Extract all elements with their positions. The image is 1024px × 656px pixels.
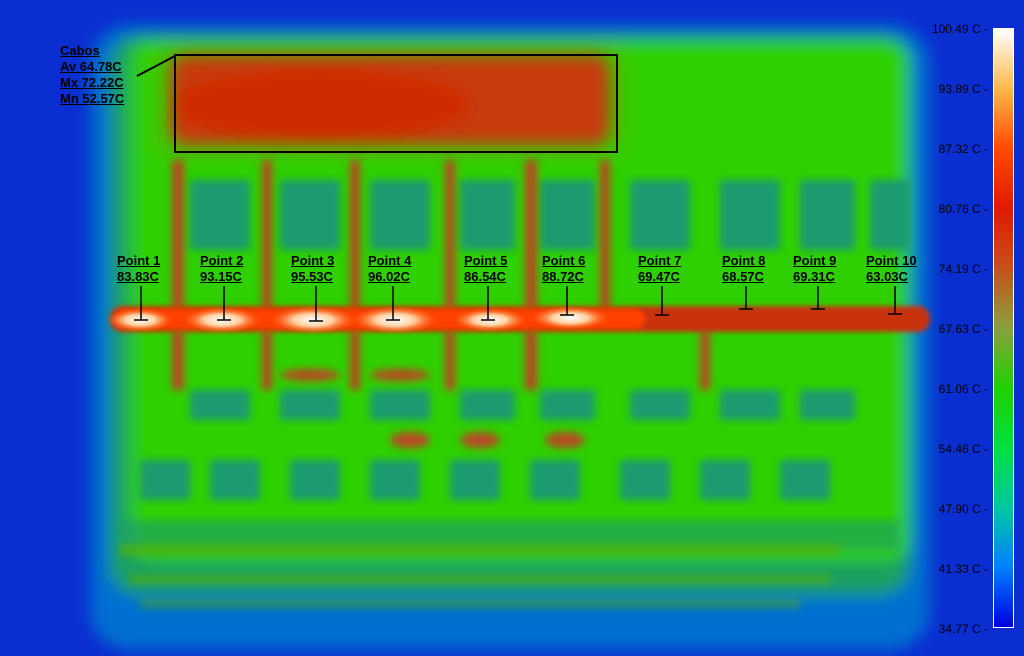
region-label: Cabos Av 64.78C Mx 72.22C Mn 52.57C: [60, 43, 124, 107]
region-average: Av 64.78C: [60, 59, 122, 74]
region-name: Cabos: [60, 43, 100, 58]
point-2-value: 93.15C: [200, 269, 242, 284]
scale-tick-label: 54.46 C -: [938, 442, 988, 456]
point-10-marker: [888, 286, 902, 315]
point-5-label: Point 5 86.54C: [464, 253, 507, 285]
point-7-name: Point 7: [638, 253, 682, 268]
scale-tick-label: 100.49 C -: [931, 22, 988, 36]
point-1-name: Point 1: [117, 253, 161, 268]
scale-tick-label: 34.77 C -: [938, 622, 988, 636]
point-10-name: Point 10: [866, 253, 917, 268]
region-minimum: Mn 52.57C: [60, 91, 125, 106]
point-5-name: Point 5: [464, 253, 508, 268]
point-4-name: Point 4: [368, 253, 412, 268]
scale-tick-label: 47.90 C -: [938, 502, 988, 516]
point-1-value: 83.83C: [117, 269, 159, 284]
point-10-label: Point 10 63.03C: [866, 253, 917, 285]
scale-tick-label: 80.76 C -: [938, 202, 988, 216]
point-8-marker: [739, 286, 753, 310]
point-3-name: Point 3: [291, 253, 335, 268]
region-box: [136, 54, 618, 153]
point-6-label: Point 6 88.72C: [542, 253, 585, 285]
point-8-label: Point 8 68.57C: [722, 253, 765, 285]
region-maximum: Mx 72.22C: [60, 75, 124, 90]
point-2-name: Point 2: [200, 253, 244, 268]
scale-tick-label: 41.33 C -: [938, 562, 988, 576]
scale-tick-label: 87.32 C -: [938, 142, 988, 156]
point-6-name: Point 6: [542, 253, 586, 268]
point-6-value: 88.72C: [542, 269, 584, 284]
scale-tick-label: 93.89 C -: [938, 82, 988, 96]
point-2-label: Point 2 93.15C: [200, 253, 243, 285]
point-9-value: 69.31C: [793, 269, 835, 284]
point-6-marker: [560, 286, 574, 316]
point-7-marker: [655, 286, 669, 316]
point-9-label: Point 9 69.31C: [793, 253, 836, 285]
point-2-marker: [217, 286, 231, 321]
scale-tick-label: 74.19 C -: [938, 262, 988, 276]
point-3-marker: [309, 286, 323, 322]
point-1-label: Point 1 83.83C: [117, 253, 160, 285]
point-7-value: 69.47C: [638, 269, 680, 284]
scale-tick-label: 61.06 C -: [938, 382, 988, 396]
point-7-label: Point 7 69.47C: [638, 253, 681, 285]
point-4-marker: [386, 286, 400, 321]
point-4-label: Point 4 96.02C: [368, 253, 411, 285]
temperature-scale-bar: [993, 28, 1014, 628]
point-9-name: Point 9: [793, 253, 837, 268]
point-1-marker: [134, 286, 148, 321]
point-5-marker: [481, 286, 495, 321]
point-4-value: 96.02C: [368, 269, 410, 284]
point-8-name: Point 8: [722, 253, 766, 268]
point-9-marker: [811, 286, 825, 310]
point-10-value: 63.03C: [866, 269, 908, 284]
point-3-label: Point 3 95.53C: [291, 253, 334, 285]
scale-tick-label: 67.63 C -: [938, 322, 988, 336]
point-3-value: 95.53C: [291, 269, 333, 284]
point-8-value: 68.57C: [722, 269, 764, 284]
point-5-value: 86.54C: [464, 269, 506, 284]
